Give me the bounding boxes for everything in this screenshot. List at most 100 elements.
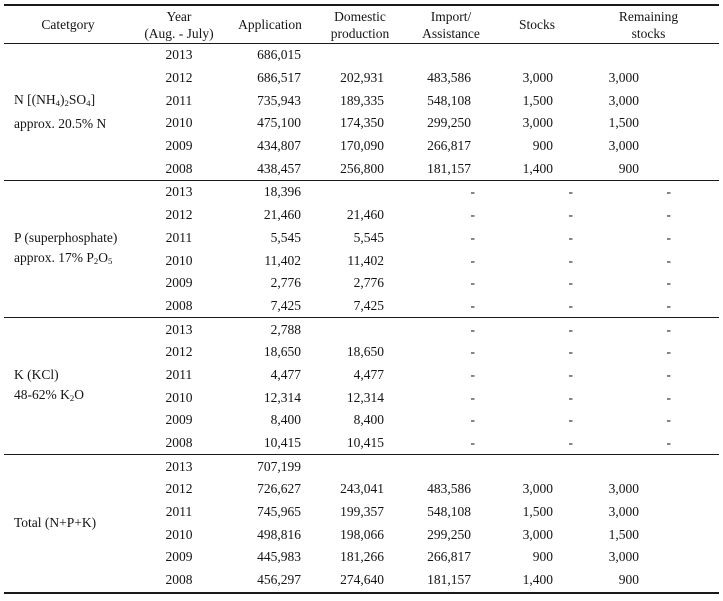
category-cell: P (superphosphate) approx. 17% P2O5 xyxy=(4,181,132,318)
cell-remaining: - xyxy=(666,229,672,245)
cell-import: 548,108 xyxy=(427,504,471,520)
cell-domestic: 199,357 xyxy=(340,504,384,520)
category-text: ) xyxy=(60,92,65,108)
cell-year: 2013 xyxy=(165,47,193,63)
cell-stocks: 900 xyxy=(532,549,553,565)
header-cell-import: Import/Assistance xyxy=(422,8,480,41)
cell-import: - xyxy=(470,275,476,291)
cell-remaining: 1,500 xyxy=(608,526,639,542)
cell-remaining: 900 xyxy=(618,160,639,176)
cell-domestic: 11,402 xyxy=(347,252,384,268)
cell-domestic xyxy=(314,455,406,478)
cell-domestic: 21,460 xyxy=(346,207,384,223)
cell-remaining: - xyxy=(666,389,672,405)
cell-application: 21,460 xyxy=(263,207,301,223)
cell-year: 2011 xyxy=(165,92,193,108)
category-subscript: 2 xyxy=(93,255,99,266)
table-row: N [(NH4)2SO4] approx. 20.5% N 2013 686,015 xyxy=(4,44,719,130)
table-row: 2011 735,943 189,335 548,108 1,500 3,000 xyxy=(4,89,719,112)
cell-domestic: 10,415 xyxy=(346,435,384,451)
cell-year: 2013 xyxy=(165,458,193,474)
cell-import: - xyxy=(470,412,476,428)
cell-stocks: - xyxy=(568,275,574,291)
cell-year: 2010 xyxy=(165,526,193,542)
cell-domestic: 243,041 xyxy=(340,481,384,497)
table-row: 2010 475,100 174,350 299,250 3,000 1,500 xyxy=(4,112,719,135)
cell-import xyxy=(406,44,496,67)
header-cell-application: Application xyxy=(238,17,302,32)
table-header: Catetgory Year (Aug. - July) Application Dom… xyxy=(4,5,719,44)
cell-import: - xyxy=(470,207,476,223)
cell-import: 299,250 xyxy=(427,115,471,131)
category-cell: N [(NH4)2SO4] approx. 20.5% N xyxy=(4,44,132,181)
category-cell: Total (N+P+K) xyxy=(4,455,132,593)
cell-remaining: - xyxy=(666,344,672,360)
table-row: 2008 456,297 274,640 181,157 1,400 900 xyxy=(4,569,719,593)
cell-stocks xyxy=(496,455,578,478)
cell-domestic: 7,425 xyxy=(353,297,384,313)
cell-application: 434,807 xyxy=(257,138,301,154)
table-row: 2009 445,983 181,266 266,817 900 3,000 xyxy=(4,546,719,569)
category-text: approx. 20.5% N xyxy=(14,115,107,131)
header-cell-remaining: Remaining stocks xyxy=(618,8,679,41)
cell-domestic: 202,931 xyxy=(340,70,384,86)
table-row: 2009 434,807 170,090 266,817 900 3,000 xyxy=(4,135,719,158)
cell-stocks: 1,400 xyxy=(522,572,553,588)
cell-stocks: - xyxy=(568,229,574,245)
cell-year: 2009 xyxy=(165,412,193,428)
cell-domestic: 12,314 xyxy=(346,389,384,405)
cell-stocks: 3,000 xyxy=(522,481,553,497)
cell-remaining xyxy=(578,455,719,478)
cell-stocks: - xyxy=(568,344,574,360)
cell-stocks: 3,000 xyxy=(522,526,553,542)
cell-year: 2012 xyxy=(165,207,193,223)
page: Catetgory Year (Aug. - July) Application Dom… xyxy=(0,4,723,601)
cell-application: 2,776 xyxy=(270,275,301,291)
category-text: K (KCl) xyxy=(14,366,59,382)
table-row: 2009 8,400 8,400 - - - xyxy=(4,409,719,432)
category-text: P (superphosphate) xyxy=(14,229,118,245)
cell-remaining xyxy=(578,44,719,67)
category-subscript: 2 xyxy=(64,98,69,109)
table-row: 2012 21,460 21,460 - - - xyxy=(4,204,719,227)
cell-stocks: 1,400 xyxy=(522,160,553,176)
cell-import: - xyxy=(470,252,476,268)
cell-application: 10,415 xyxy=(263,435,301,451)
cell-import: - xyxy=(470,344,476,360)
header-row: Catetgory Year (Aug. - July) Application Dom… xyxy=(4,5,719,44)
cell-stocks: - xyxy=(568,435,574,451)
cell-domestic: 198,066 xyxy=(340,526,384,542)
cell-remaining: - xyxy=(666,412,672,428)
cell-application: 5,545 xyxy=(270,229,301,245)
cell-remaining: 3,000 xyxy=(608,138,639,154)
category-text: 48-62% K xyxy=(14,386,70,402)
cell-application: 8,400 xyxy=(270,412,301,428)
table-row: 2011 745,965 199,357 548,108 1,500 3,000 xyxy=(4,501,719,524)
cell-remaining: 900 xyxy=(618,572,639,588)
cell-stocks: 900 xyxy=(532,138,553,154)
cell-year: 2012 xyxy=(165,344,193,360)
cell-domestic xyxy=(314,318,406,341)
category-cell: K (KCl) 48-62% K2O xyxy=(4,318,132,455)
cell-import: 548,108 xyxy=(427,92,471,108)
cell-import: 299,250 xyxy=(427,526,471,542)
cell-import: 483,586 xyxy=(427,70,471,86)
category-text: approx. 17% P xyxy=(14,249,94,265)
cell-remaining: - xyxy=(666,207,672,223)
cell-year: 2008 xyxy=(165,435,193,451)
cell-application: 686,015 xyxy=(257,47,301,63)
cell-application: 7,425 xyxy=(270,297,301,313)
cell-application: 456,297 xyxy=(257,572,301,588)
cell-application: 745,965 xyxy=(257,504,301,520)
group-p: P (superphosphate) approx. 17% P2O5 2013 18… xyxy=(4,180,719,318)
cell-year: 2011 xyxy=(165,229,193,245)
category-text: ] xyxy=(90,92,96,108)
cell-domestic: 189,335 xyxy=(340,92,384,108)
cell-remaining: - xyxy=(666,297,672,313)
category-text: O xyxy=(98,249,109,265)
cell-year: 2009 xyxy=(165,275,193,291)
category-subscript: 5 xyxy=(108,255,113,266)
table-row: P (superphosphate) approx. 17% P2O5 2013 18… xyxy=(4,181,719,265)
cell-domestic xyxy=(314,181,406,204)
cell-import: 181,157 xyxy=(427,572,471,588)
